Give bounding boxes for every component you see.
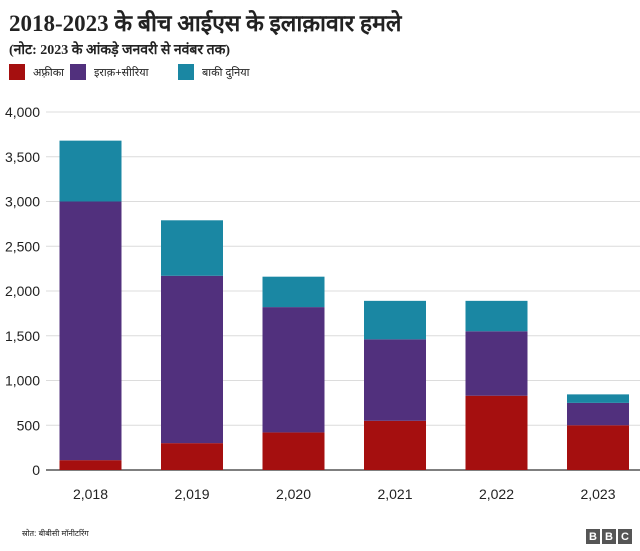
y-tick-label: 2,500 <box>5 238 40 254</box>
legend-label-africa: अफ़्रीका <box>33 66 65 79</box>
bar-segment-rest-of-world <box>465 300 528 332</box>
bar-segment-iraq-syria <box>59 201 122 461</box>
bar-segment-rest-of-world <box>262 276 325 308</box>
legend-swatch-rest-of-world <box>178 64 194 80</box>
bar-segment-africa <box>59 460 122 470</box>
bbc-logo-letter: B <box>602 529 616 544</box>
chart-title: 2018-2023 के बीच आईएस के इलाक़ावार हमले <box>9 11 402 36</box>
axis-layer: 0 500 1,000 1,500 2,000 2,500 3,000 3,500 4,000 2… <box>5 104 616 502</box>
y-tick-label: 1,500 <box>5 328 40 344</box>
bar-segment-rest-of-world <box>364 300 426 340</box>
x-tick-label: 2,022 <box>479 486 514 502</box>
x-tick-label: 2,023 <box>580 486 615 502</box>
bar-segment-iraq-syria <box>567 402 629 426</box>
grid-layer <box>46 111 640 471</box>
legend-item-rest-of-world: बाकी दुनिया <box>178 64 250 80</box>
x-tick-label: 2,019 <box>174 486 209 502</box>
bar-segment-rest-of-world <box>59 140 122 202</box>
bar-segment-africa <box>364 420 426 470</box>
bar-segment-africa <box>465 395 528 470</box>
y-tick-label: 2,000 <box>5 283 40 299</box>
bbc-logo-letter: B <box>586 529 600 544</box>
legend-swatch-iraq-syria <box>70 64 86 80</box>
bar-segment-rest-of-world <box>567 394 629 403</box>
bar-segment-iraq-syria <box>364 339 426 421</box>
bar-segment-africa <box>262 432 325 470</box>
bar-segment-africa <box>161 443 223 470</box>
stacked-bar-chart: 0 500 1,000 1,500 2,000 2,500 3,000 3,500 4,000 2… <box>5 104 640 502</box>
legend-item-africa: अफ़्रीका <box>9 64 64 80</box>
bbc-logo-letter: C <box>618 529 632 544</box>
y-tick-label: 1,000 <box>5 373 40 389</box>
legend-label-iraq-syria: इराक़+सीरिया <box>94 66 149 79</box>
x-tick-label: 2,021 <box>377 486 412 502</box>
x-tick-label: 2,020 <box>276 486 311 502</box>
legend-label-rest-of-world: बाकी दुनिया <box>202 66 250 79</box>
legend: अफ़्रीका इराक़+सीरिया बाकी दुनिया <box>0 64 640 86</box>
bar-segment-iraq-syria <box>161 275 223 444</box>
chart-subtitle: (नोट: 2023 के आंकड़े जनवरी से नवंबर तक) <box>9 43 231 58</box>
y-tick-label: 4,000 <box>5 104 40 120</box>
legend-item-iraq-syria: इराक़+सीरिया <box>70 64 148 80</box>
bar-segment-iraq-syria <box>465 331 528 396</box>
y-tick-label: 500 <box>17 417 41 433</box>
bar-segment-iraq-syria <box>262 307 325 433</box>
y-tick-label: 0 <box>32 462 40 478</box>
y-tick-label: 3,000 <box>5 194 40 210</box>
legend-swatch-africa <box>9 64 25 80</box>
x-tick-label: 2,018 <box>73 486 108 502</box>
bar-segment-rest-of-world <box>161 220 223 276</box>
source-note: स्रोत: बीबीसी मॉनीटरिंग <box>22 529 89 538</box>
bar-layer <box>59 140 629 470</box>
y-tick-label: 3,500 <box>5 149 40 165</box>
bar-segment-africa <box>567 425 629 470</box>
bbc-logo: B B C <box>586 529 632 544</box>
